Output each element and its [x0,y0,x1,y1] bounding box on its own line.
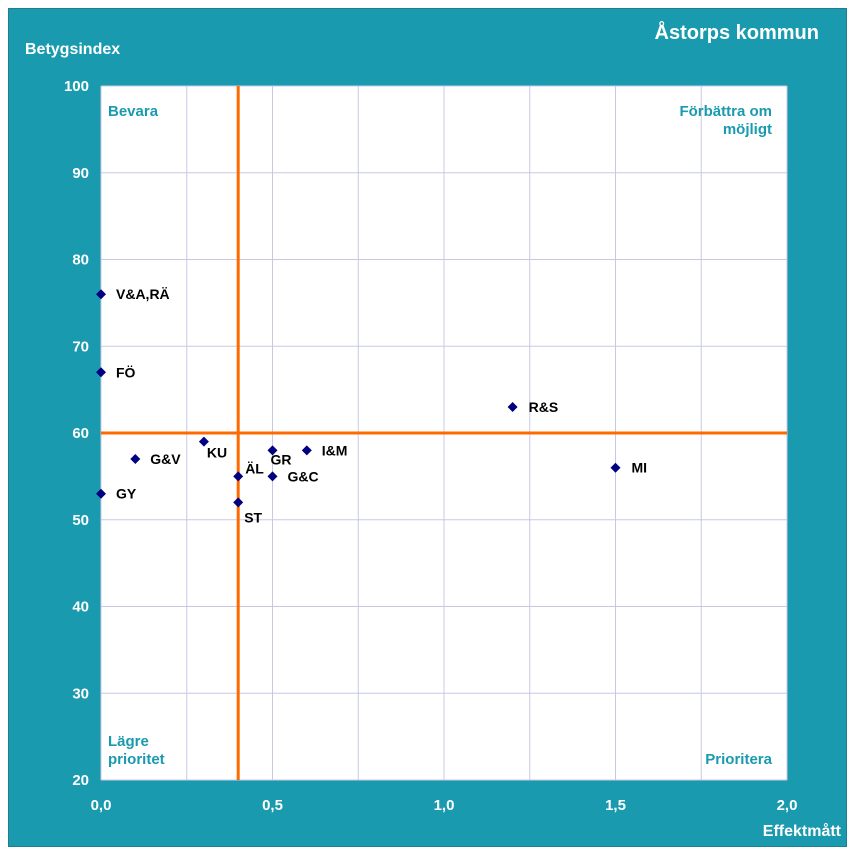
chart-frame: Åstorps kommun Betygsindex Effektmått 0,… [8,8,847,847]
data-point-marker [233,497,244,508]
data-point-marker [610,462,621,473]
scatter-chart: Åstorps kommun Betygsindex Effektmått 0,… [25,20,842,840]
quadrant-label-bottom-right: Prioritera [705,751,772,768]
data-point-label: ST [244,509,262,525]
x-tick-label: 2,0 [777,797,798,814]
x-axis-title: Effektmått [763,822,842,840]
quadrant-label-bottom-left: Lägre [108,733,149,750]
data-point-marker [130,454,141,465]
chart-title: Åstorps kommun [655,20,819,44]
quadrant-label-bottom-left: prioritet [108,751,165,768]
quadrant-label-top-right: Förbättra om [679,103,772,120]
y-tick-label: 100 [64,78,89,95]
data-point-marker [507,401,518,412]
data-point-marker [301,445,312,456]
quadrant-label-top-right: möjligt [723,121,772,138]
axis-ticks: 0,0 0,5 1,0 1,5 2,0 20 30 40 50 60 70 80 90 100 [64,78,797,814]
data-point-label: R&S [529,399,559,415]
quadrant-label-top-left: Bevara [108,103,159,120]
data-point-label: I&M [322,442,348,458]
data-point-marker [96,289,106,300]
x-tick-label: 1,5 [605,797,626,814]
x-tick-label: 0,0 [91,797,112,814]
data-point-marker [267,445,278,456]
x-tick-label: 1,0 [434,797,455,814]
y-tick-label: 60 [72,425,89,442]
reference-lines [101,86,787,780]
data-point-label: KU [207,445,227,461]
data-point-label: GR [271,451,292,467]
data-point-label: FÖ [116,364,136,380]
data-point-label: V&A,RÄ [116,286,170,302]
y-tick-label: 40 [72,599,89,616]
data-point-label: ÄL [245,460,264,476]
y-tick-label: 70 [72,338,89,355]
y-axis-title: Betygsindex [25,41,120,58]
y-tick-label: 20 [72,772,89,789]
data-point-label: MI [632,460,648,476]
data-point-marker [198,436,209,447]
x-tick-label: 0,5 [262,797,283,814]
data-point-label: G&V [150,451,181,467]
data-point-marker [96,367,106,378]
y-tick-label: 80 [72,252,89,269]
y-tick-label: 30 [72,685,89,702]
data-point-label: G&C [288,468,319,484]
data-point-marker [233,471,244,482]
data-point-marker [96,488,106,499]
y-tick-label: 90 [72,165,89,182]
y-tick-label: 50 [72,512,89,529]
data-point-marker [267,471,278,482]
data-point-label: GY [116,486,137,502]
data-points: V&A,RÄ FÖ GY G&V KU ÄL ST GRG&CI&M R&S MI [96,286,647,525]
